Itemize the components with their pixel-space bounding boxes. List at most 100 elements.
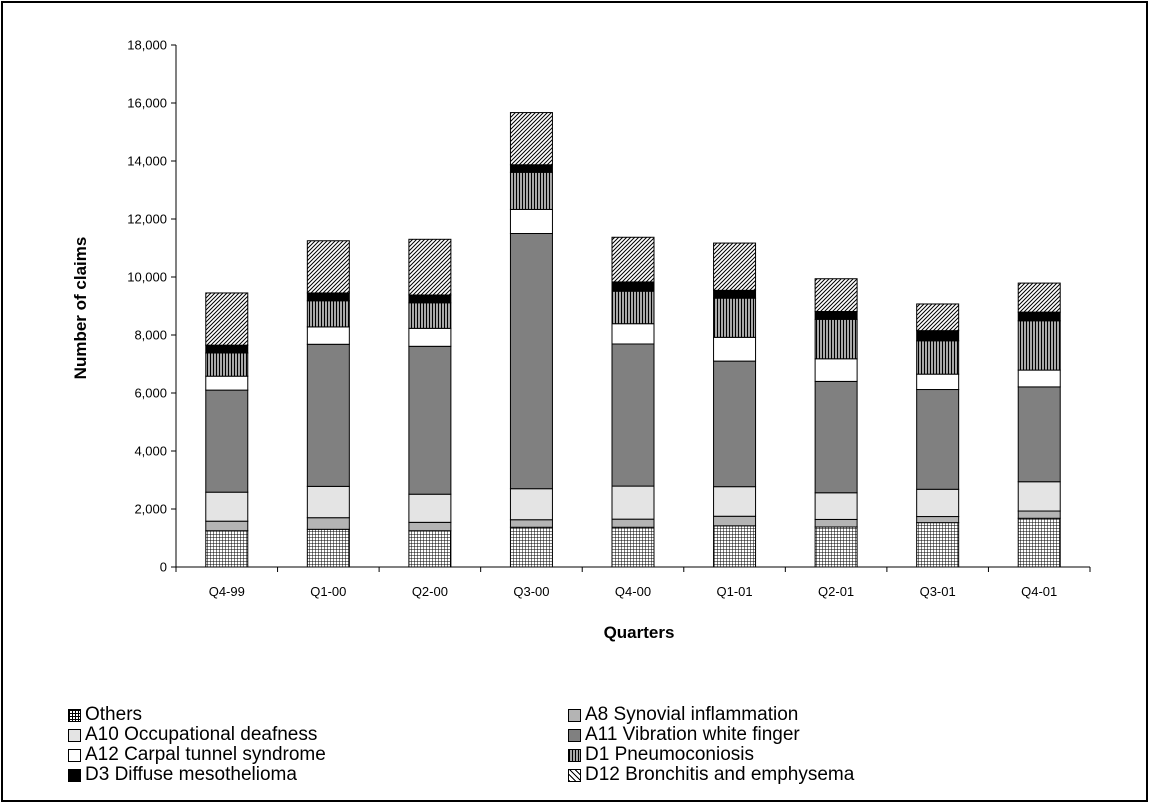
legend-swatch (68, 748, 81, 762)
y-tick-label: 14,000 (127, 154, 167, 169)
legend-swatch (68, 768, 81, 782)
bar-segment (713, 360, 757, 488)
legend-label: Others (85, 704, 143, 725)
bar-segment (814, 311, 858, 320)
x-tick-label: Q3-00 (513, 584, 549, 599)
bar-segment (814, 518, 858, 528)
bar-segment (1017, 320, 1061, 371)
bar-segment (205, 491, 249, 522)
y-tick-label: 18,000 (127, 38, 167, 53)
bar-segment (713, 336, 757, 362)
bar-segment (713, 486, 757, 517)
bar-segment (408, 302, 452, 329)
bar-segment (814, 358, 858, 382)
legend-label: A10 Occupational deafness (85, 724, 318, 745)
bar-segment (611, 526, 655, 568)
bar-segment (916, 522, 960, 568)
legend-item: A11 Vibration white finger (568, 724, 800, 745)
bar-segment (916, 373, 960, 391)
y-tick-label: 8,000 (134, 328, 167, 343)
bar-segment (205, 520, 249, 532)
bar-segment (509, 526, 553, 568)
bar-segment (408, 521, 452, 532)
bar-segment (408, 345, 452, 495)
legend-item: D12 Bronchitis and emphysema (568, 764, 854, 785)
x-tick-label: Q1-00 (310, 584, 346, 599)
bar-segment (814, 380, 858, 494)
bar-segment (509, 519, 553, 528)
x-tick-label: Q4-99 (209, 584, 245, 599)
bar-segment (306, 300, 350, 328)
x-tick-label: Q4-00 (615, 584, 651, 599)
x-tick-label: Q1-01 (716, 584, 752, 599)
bar-segment (509, 171, 553, 210)
legend-label: A11 Vibration white finger (585, 724, 800, 745)
bar-segment (306, 240, 350, 294)
bar-segment (713, 525, 757, 568)
bar-segment (408, 327, 452, 347)
bar-segment (916, 516, 960, 524)
legend-swatch (568, 768, 581, 782)
legend-item: A12 Carpal tunnel syndrome (68, 744, 326, 765)
bar-segment (916, 303, 960, 332)
legend-label: D3 Diffuse mesothelioma (85, 764, 297, 785)
bar-segment (611, 290, 655, 325)
bar-segment (611, 236, 655, 283)
x-axis-title: Quarters (604, 623, 675, 642)
legend-swatch (68, 728, 81, 742)
x-tick-label: Q3-01 (920, 584, 956, 599)
bar-segment (611, 485, 655, 520)
bar-segment (916, 330, 960, 342)
x-tick-label: Q2-01 (818, 584, 854, 599)
bar-segment (713, 242, 757, 291)
y-tick-label: 6,000 (134, 386, 167, 401)
bar-segment (306, 326, 350, 345)
y-tick-label: 4,000 (134, 444, 167, 459)
legend-item: Others (68, 704, 143, 725)
bar-segment (306, 517, 350, 530)
legend-swatch (568, 708, 581, 722)
bar-segment (814, 526, 858, 568)
bar-segment (916, 389, 960, 490)
legend-label: A12 Carpal tunnel syndrome (85, 744, 326, 765)
y-tick-label: 12,000 (127, 212, 167, 227)
bar-segment (205, 389, 249, 493)
y-axis-title: Number of claims (71, 237, 90, 380)
bar-segment (306, 343, 350, 487)
y-tick-label: 10,000 (127, 270, 167, 285)
bar-segment (205, 292, 249, 346)
y-tick-label: 2,000 (134, 502, 167, 517)
y-tick-label: 0 (160, 560, 167, 575)
bar-segment (611, 518, 655, 528)
bar-segment (408, 294, 452, 304)
bar-segment (916, 488, 960, 518)
bar-segment (916, 340, 960, 375)
bar-segment (306, 292, 350, 302)
legend-swatch (568, 728, 581, 742)
bar-segment (1017, 311, 1061, 322)
bar-segment (306, 485, 350, 519)
x-tick-label: Q2-00 (412, 584, 448, 599)
legend-item: D3 Diffuse mesothelioma (68, 764, 297, 785)
bar-segment (814, 278, 858, 313)
legend-label: A8 Synovial inflammation (585, 704, 799, 725)
bar-segment (205, 352, 249, 377)
bar-segment (1017, 386, 1061, 483)
bar-segment (713, 515, 757, 527)
bar-segment (1017, 517, 1061, 568)
bar-segment (814, 318, 858, 360)
bar-segment (611, 323, 655, 345)
legend-item: A10 Occupational deafness (68, 724, 318, 745)
bar-segment (611, 281, 655, 292)
bar-segment (205, 375, 249, 391)
bar-segment (509, 112, 553, 166)
x-tick-label: Q4-01 (1021, 584, 1057, 599)
bar-segment (205, 530, 249, 568)
bar-segment (611, 343, 655, 487)
legend-item: A8 Synovial inflammation (568, 704, 799, 725)
bar-segment (1017, 510, 1061, 519)
bar-segment (408, 238, 452, 296)
bar-segment (1017, 481, 1061, 512)
bar-segment (408, 530, 452, 568)
